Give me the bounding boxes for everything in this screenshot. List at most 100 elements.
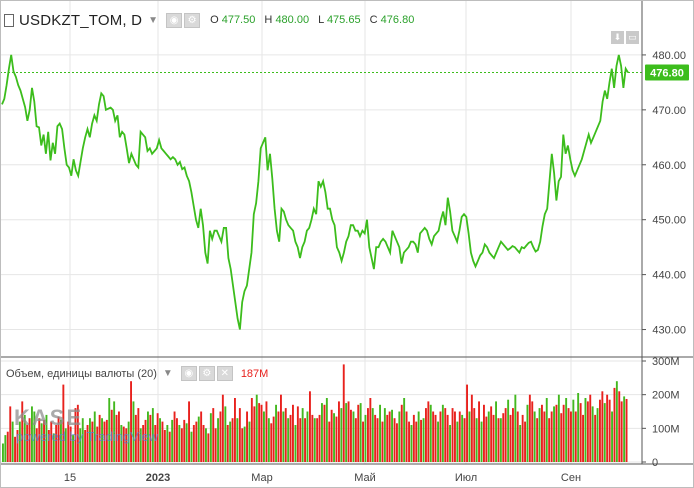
- volume-bar: [514, 394, 517, 462]
- volume-bar: [250, 398, 253, 462]
- volume-bar: [434, 414, 437, 462]
- volume-bar: [265, 401, 268, 462]
- volume-bar: [156, 413, 159, 462]
- high-label: H: [264, 14, 273, 26]
- volume-bar: [608, 399, 611, 462]
- volume-bar: [91, 421, 94, 462]
- volume-bar: [383, 408, 386, 462]
- volume-bar: [528, 394, 531, 462]
- volume-bar: [586, 401, 589, 462]
- ohlc-values: O 477.50 H 480.00 L 475.65 C 476.80: [210, 14, 420, 26]
- volume-bar: [35, 428, 38, 462]
- gear-icon[interactable]: ⚙: [184, 12, 201, 28]
- volume-bar: [420, 419, 422, 462]
- volume-bar: [280, 394, 282, 462]
- volume-bar: [163, 430, 166, 462]
- volume-bar: [188, 401, 190, 462]
- scroll-up-icon[interactable]: ⬇: [611, 31, 624, 44]
- volume-bar: [449, 425, 451, 462]
- volume-bar: [560, 413, 563, 462]
- volume-bar: [570, 411, 572, 462]
- volume-bar: [81, 418, 84, 462]
- volume-bar: [543, 411, 546, 462]
- volume-bar: [33, 411, 36, 462]
- maximize-icon[interactable]: ▭: [626, 31, 639, 44]
- volume-bar: [557, 394, 560, 462]
- volume-bar: [454, 411, 456, 462]
- chevron-down-icon[interactable]: ▼: [162, 368, 173, 379]
- volume-bar: [572, 399, 575, 462]
- volume-bar: [289, 414, 292, 462]
- volume-bar: [492, 414, 495, 462]
- volume-bar: [362, 421, 364, 462]
- volume-bar: [415, 421, 418, 462]
- volume-bar: [246, 411, 248, 462]
- volume-bar: [611, 411, 613, 462]
- volume-bar: [161, 421, 164, 462]
- volume-bar: [96, 426, 99, 462]
- volume-bar: [429, 404, 432, 462]
- volume-bar: [400, 404, 403, 462]
- watermark: KASE powered by TradingView: [14, 405, 158, 444]
- volume-bar: [282, 411, 285, 462]
- volume-bar: [6, 431, 9, 462]
- volume-bar: [173, 411, 176, 462]
- volume-bar: [391, 409, 393, 462]
- price-axis: 480.00 470.00 460.00 450.00 440.00 430.00: [642, 50, 686, 337]
- low-label: L: [318, 14, 324, 26]
- volume-bar: [364, 414, 367, 462]
- open-value: 477.50: [221, 14, 256, 26]
- volume-title[interactable]: Объем, единицы валюты (20): [6, 367, 157, 380]
- volume-bar: [23, 414, 26, 462]
- volume-bar: [408, 421, 410, 462]
- volume-bar: [224, 406, 227, 462]
- volume-bar: [548, 418, 551, 462]
- volume-bar: [64, 428, 67, 462]
- volume-bar: [159, 418, 161, 462]
- volume-bar: [369, 398, 372, 462]
- volume-bar: [176, 418, 178, 462]
- volume-bar: [526, 404, 529, 462]
- volume-bar: [519, 425, 522, 462]
- symbol-title[interactable]: USDKZT_TOM, D: [19, 11, 143, 29]
- volume-bar: [367, 408, 369, 462]
- volume-bar: [180, 428, 183, 462]
- gear-icon[interactable]: ⚙: [198, 366, 215, 381]
- x-tick-label: 2023: [146, 472, 170, 484]
- volume-tick-label: 0: [652, 457, 658, 469]
- volume-bar: [497, 418, 500, 462]
- volume-bar: [553, 406, 555, 462]
- volume-bar: [403, 398, 406, 462]
- volume-bar: [425, 408, 427, 462]
- volume-bar: [412, 414, 415, 462]
- y-tick-label: 470.00: [652, 105, 686, 117]
- volume-bar: [272, 416, 275, 462]
- volume-bar: [275, 404, 277, 462]
- volume-bar: [338, 401, 340, 462]
- y-tick-label: 450.00: [652, 215, 686, 227]
- volume-bar: [410, 425, 413, 462]
- eye-icon[interactable]: ◉: [166, 12, 183, 28]
- y-tick-label: 460.00: [652, 160, 686, 172]
- volume-bar: [330, 409, 333, 462]
- y-tick-label: 480.00: [652, 50, 686, 62]
- volume-bar: [270, 423, 273, 462]
- volume-bar: [214, 428, 217, 462]
- close-icon[interactable]: ✕: [216, 366, 233, 381]
- volume-bar: [485, 416, 488, 462]
- volume-bar: [38, 418, 41, 462]
- volume-bar: [154, 425, 157, 462]
- collapse-icon[interactable]: [4, 13, 14, 27]
- volume-tick-label: 100M: [652, 423, 680, 435]
- volume-bar: [538, 408, 541, 462]
- volume-bar: [499, 418, 502, 462]
- eye-icon[interactable]: ◉: [180, 366, 197, 381]
- volume-bar: [277, 411, 280, 462]
- volume-bar: [422, 418, 425, 462]
- volume-value: 187M: [240, 367, 269, 380]
- volume-bar: [115, 414, 118, 462]
- volume-bar: [603, 403, 606, 462]
- chevron-down-icon[interactable]: ▼: [148, 14, 159, 26]
- volume-bar: [142, 425, 145, 462]
